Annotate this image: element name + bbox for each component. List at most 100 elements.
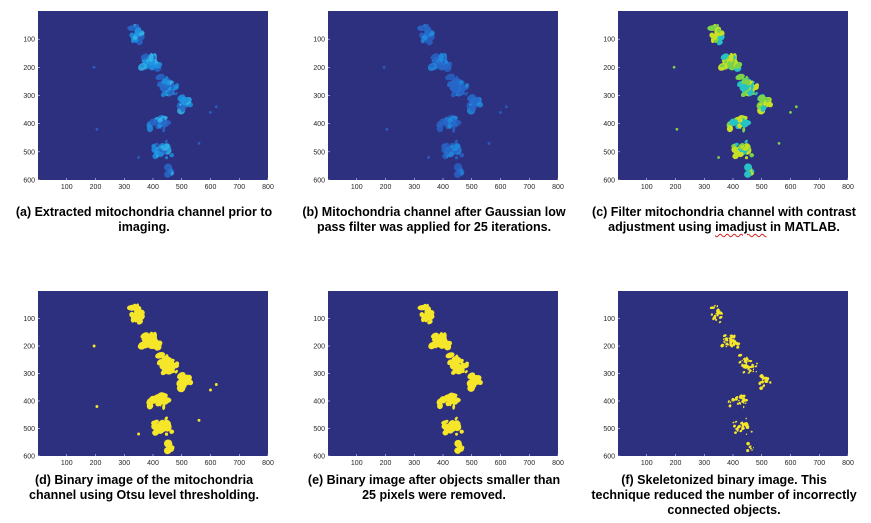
blob <box>179 103 182 106</box>
blob <box>733 335 735 338</box>
x-tick-label: 400 <box>727 184 739 191</box>
blob <box>164 139 168 144</box>
blob <box>209 111 212 114</box>
blob <box>794 105 798 109</box>
axes: 100 200 300 400 500 600 700 800 100 200 300 400 500 6… <box>23 37 274 191</box>
y-tick-label: 500 <box>603 426 615 433</box>
blob <box>469 96 481 104</box>
blob <box>464 91 468 96</box>
blob <box>741 422 744 425</box>
blob <box>730 334 733 339</box>
x-tick-label: 100 <box>61 184 73 191</box>
blob <box>470 104 477 112</box>
mitochondria-blobs <box>92 23 218 178</box>
blob <box>731 143 736 148</box>
blob <box>720 53 729 60</box>
y-tick-label: 100 <box>23 316 35 323</box>
blob <box>460 448 464 452</box>
blob <box>722 338 725 340</box>
image-plot: 100 200 300 400 500 600 700 800 100 200 300 400 500 6… <box>603 11 854 191</box>
blob <box>718 315 723 319</box>
blob <box>153 149 160 156</box>
blob <box>723 340 725 343</box>
y-tick-label: 400 <box>23 399 35 406</box>
blob <box>450 397 461 404</box>
blob <box>744 139 748 144</box>
blob <box>709 307 712 309</box>
blob <box>180 96 191 104</box>
blob <box>155 351 166 359</box>
blob <box>178 381 182 384</box>
y-tick-label: 400 <box>313 121 325 128</box>
caption-line: (e) Binary image after objects smaller t… <box>307 473 561 487</box>
caption-line: channel using Otsu level thresholding. <box>29 488 259 502</box>
y-tick-label: 300 <box>603 371 615 378</box>
blob <box>162 126 166 133</box>
x-tick-label: 100 <box>351 460 363 467</box>
blob <box>728 337 731 340</box>
blob <box>459 152 465 158</box>
blob <box>95 127 99 131</box>
blob <box>460 83 464 91</box>
blob <box>128 305 133 311</box>
blob <box>460 361 464 369</box>
x-tick-label: 500 <box>466 460 478 467</box>
blob <box>174 91 178 96</box>
blob <box>449 362 458 370</box>
blob <box>736 342 741 346</box>
mitochondria-blobs <box>672 23 798 178</box>
blob <box>454 439 462 448</box>
y-tick-label: 300 <box>313 93 325 100</box>
blob <box>719 312 723 315</box>
blob <box>454 416 458 421</box>
blob <box>728 52 734 63</box>
x-tick-label: 300 <box>408 460 420 467</box>
blob <box>436 125 444 133</box>
blob <box>159 83 169 92</box>
blob <box>453 124 458 128</box>
blob <box>750 83 754 90</box>
y-tick-label: 100 <box>603 37 615 44</box>
blob <box>750 447 752 450</box>
panel-caption: (e) Binary image after objects smaller t… <box>294 473 574 503</box>
x-tick-label: 600 <box>205 460 217 467</box>
blob <box>148 331 154 342</box>
blob <box>455 432 458 436</box>
x-tick-label: 800 <box>552 184 564 191</box>
y-tick-label: 400 <box>313 399 325 406</box>
blob <box>722 334 727 338</box>
blob <box>429 64 436 68</box>
blob <box>732 421 735 424</box>
blob <box>750 445 752 447</box>
blob <box>473 100 477 107</box>
blob <box>734 420 738 423</box>
blob <box>754 365 758 368</box>
blob <box>155 73 165 81</box>
blob <box>744 402 747 404</box>
y-tick-label: 600 <box>313 454 325 461</box>
blob <box>726 125 734 133</box>
blob <box>734 431 737 435</box>
blob <box>426 28 432 33</box>
blob <box>160 421 165 426</box>
blob <box>716 34 725 42</box>
caption-line: (a) Extracted mitochondria channel prior… <box>15 205 273 219</box>
blob <box>752 80 755 84</box>
blob <box>738 360 742 364</box>
blob <box>752 365 755 368</box>
blob <box>174 83 180 88</box>
blob <box>444 396 448 401</box>
blob <box>136 319 144 325</box>
blob <box>140 53 149 60</box>
blob <box>745 433 748 435</box>
y-tick-label: 500 <box>603 149 615 156</box>
panel-caption: (a) Extracted mitochondria channel prior… <box>4 205 284 235</box>
blob <box>470 382 477 390</box>
blob <box>759 103 762 106</box>
y-tick-label: 600 <box>23 178 35 185</box>
blob <box>465 361 469 366</box>
blob <box>746 449 750 453</box>
blob <box>746 441 750 446</box>
blob <box>164 156 169 160</box>
blob <box>426 307 431 313</box>
